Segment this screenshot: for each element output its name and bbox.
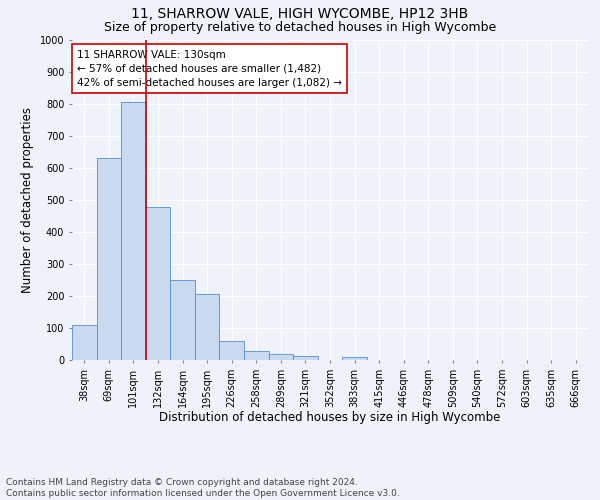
Bar xyxy=(97,158,121,360)
Bar xyxy=(293,356,318,360)
Bar xyxy=(72,325,97,360)
Text: Contains HM Land Registry data © Crown copyright and database right 2024.
Contai: Contains HM Land Registry data © Crown c… xyxy=(6,478,400,498)
X-axis label: Distribution of detached houses by size in High Wycombe: Distribution of detached houses by size … xyxy=(160,412,500,424)
Bar xyxy=(220,341,244,360)
Bar xyxy=(244,352,269,360)
Bar xyxy=(146,207,170,360)
Bar xyxy=(269,354,293,360)
Bar xyxy=(170,280,195,360)
Bar xyxy=(342,357,367,360)
Text: 11 SHARROW VALE: 130sqm
← 57% of detached houses are smaller (1,482)
42% of semi: 11 SHARROW VALE: 130sqm ← 57% of detache… xyxy=(77,50,342,88)
Bar xyxy=(121,102,146,360)
Y-axis label: Number of detached properties: Number of detached properties xyxy=(22,107,34,293)
Bar xyxy=(195,294,220,360)
Text: 11, SHARROW VALE, HIGH WYCOMBE, HP12 3HB: 11, SHARROW VALE, HIGH WYCOMBE, HP12 3HB xyxy=(131,8,469,22)
Text: Size of property relative to detached houses in High Wycombe: Size of property relative to detached ho… xyxy=(104,21,496,34)
